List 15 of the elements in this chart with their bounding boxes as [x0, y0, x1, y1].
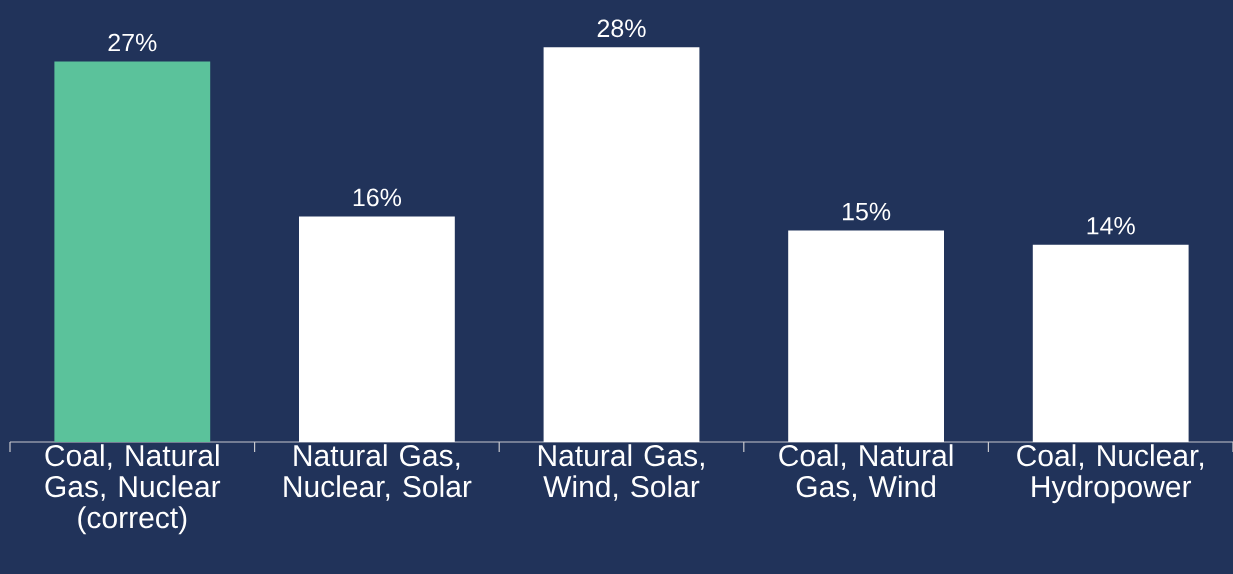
data-label: 16% [353, 188, 402, 207]
bar [543, 47, 700, 442]
x-tick-label: Natural Gas, Nuclear, Solar [284, 444, 472, 501]
x-tick-label: Coal, Natural Gas, Wind [779, 444, 953, 501]
data-label: 27% [108, 33, 157, 52]
data-label: 28% [597, 19, 646, 38]
data-label: 14% [1087, 216, 1135, 235]
x-tick-label: Coal, Nuclear, Hydropower [1017, 444, 1204, 504]
bar [1032, 244, 1189, 442]
bar [54, 61, 211, 442]
bar [788, 230, 944, 442]
data-label: 15% [842, 202, 891, 221]
bar [299, 216, 455, 442]
x-tick-label: Natural Gas, Wind, Solar [538, 444, 704, 501]
x-tick-label: Coal, Natural Gas, Nuclear (correct) [45, 444, 221, 535]
